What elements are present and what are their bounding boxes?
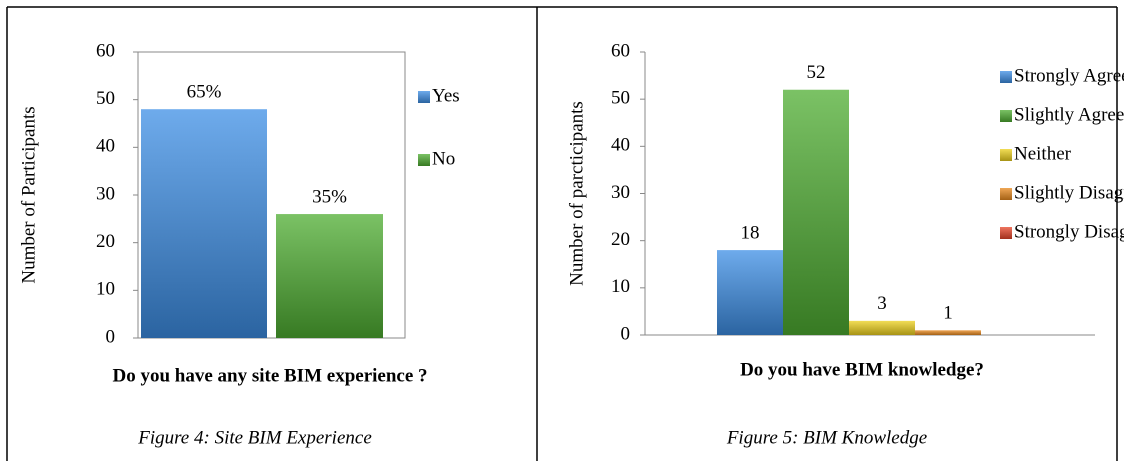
y-tick-label: 30: [96, 183, 115, 204]
value-label: 1: [943, 303, 953, 324]
y-tick-label: 0: [106, 326, 116, 347]
legend-swatch: [1000, 188, 1012, 200]
legend-swatch: [418, 91, 430, 103]
bar: [717, 250, 783, 335]
value-label: 18: [741, 222, 760, 243]
y-tick-label: 20: [96, 231, 115, 252]
y-tick-label: 20: [611, 229, 630, 250]
value-label: 52: [807, 62, 826, 83]
legend-swatch: [1000, 227, 1012, 239]
y-tick-label: 50: [96, 88, 115, 109]
y-tick-label: 40: [96, 136, 115, 157]
bar: [276, 214, 383, 338]
y-tick-label: 10: [611, 276, 630, 297]
y-tick-label: 0: [621, 323, 631, 344]
annotation: 65%: [187, 82, 222, 103]
y-tick-label: 50: [611, 88, 630, 109]
legend-swatch: [1000, 149, 1012, 161]
x-axis-title: Do you have BIM knowledge?: [740, 359, 984, 380]
legend-swatch: [418, 154, 430, 166]
legend-label: No: [432, 148, 455, 169]
y-axis-title: Number of parcticipants: [566, 101, 587, 286]
legend-label: Slightly Disagree: [1014, 182, 1124, 203]
legend-label: Strongly Agree: [1014, 65, 1124, 86]
value-label: 3: [877, 293, 887, 314]
bar: [915, 330, 981, 335]
legend-label: Neither: [1014, 143, 1072, 164]
legend-swatch: [1000, 110, 1012, 122]
caption: Figure 4: Site BIM Experience: [137, 427, 372, 448]
legend-label: Strongly Disagree: [1014, 221, 1124, 242]
bar: [849, 320, 915, 335]
bar: [783, 89, 849, 335]
bar: [141, 109, 267, 338]
legend-label: Yes: [432, 85, 460, 106]
y-tick-label: 10: [96, 279, 115, 300]
x-axis-title: Do you have any site BIM experience ?: [112, 365, 427, 386]
y-tick-label: 30: [611, 182, 630, 203]
legend-label: Slightly Agree: [1014, 104, 1124, 125]
y-tick-label: 60: [96, 40, 115, 61]
legend-swatch: [1000, 71, 1012, 83]
caption: Figure 5: BIM Knowledge: [726, 427, 927, 448]
annotation: 35%: [312, 186, 347, 207]
y-tick-label: 40: [611, 135, 630, 156]
y-axis-title: Number of Participants: [18, 106, 39, 283]
y-tick-label: 60: [611, 40, 630, 61]
